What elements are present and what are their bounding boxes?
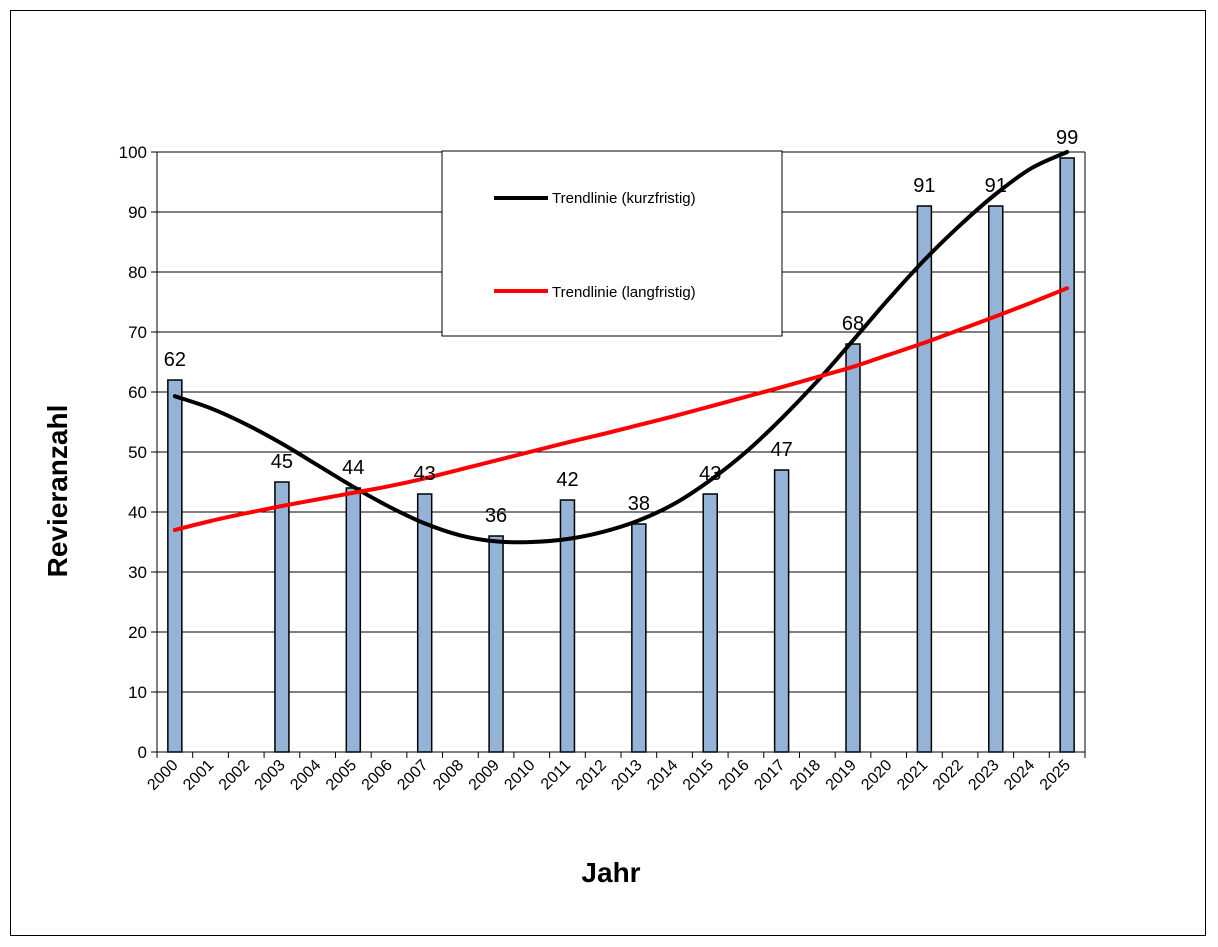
bar-2021 [916,205,933,753]
data-label-2019: 68 [842,313,864,335]
data-label-2011: 42 [556,469,578,491]
data-label-2021: 91 [913,175,935,197]
x-tick-label-2015: 2015 [680,757,717,794]
x-tick-label-2007: 2007 [394,757,431,794]
y-tick-label-10: 10 [128,683,147,702]
data-label-2015: 43 [699,463,721,485]
y-tick-label-80: 80 [128,263,147,282]
x-tick-label-2001: 2001 [180,757,217,794]
y-tick-label-40: 40 [128,503,147,522]
x-tick-label-2006: 2006 [359,757,396,794]
data-label-2007: 43 [414,463,436,485]
axes [151,151,1086,758]
bar-2009 [488,535,504,753]
legend-box [441,150,783,337]
bar-2007 [416,493,433,753]
chart-frame: 0 10 20 30 40 50 60 70 80 90 100 2000 2001 2002 2003 2… [10,10,1206,936]
x-axis-title: Jahr [581,857,640,888]
y-tick-label-100: 100 [119,143,147,162]
y-tick-label-30: 30 [128,563,147,582]
legend: Trendlinie (kurzfristig) Trendlinie (lan… [441,150,783,337]
bar-2025 [1059,157,1075,753]
x-tick-label-2005: 2005 [323,757,360,794]
legend-label-langfristig: Trendlinie (langfristig) [552,284,696,301]
y-tick-label-20: 20 [128,623,147,642]
data-label-2000: 62 [164,349,186,371]
bar-2015 [702,493,718,753]
data-label-2017: 47 [770,439,792,461]
data-label-2005: 44 [342,457,364,479]
x-tick-label-2009: 2009 [466,757,503,794]
data-label-2013: 38 [628,493,650,515]
x-tick-label-2013: 2013 [608,757,645,794]
x-tick-label-2018: 2018 [787,757,824,794]
data-label-2009: 36 [485,505,507,527]
y-tick-labels: 0 10 20 30 40 50 60 70 80 90 100 [119,143,147,762]
x-tick-labels: 2000200120022003200420052006200720082009… [144,757,1074,794]
x-tick-label-2002: 2002 [216,757,253,794]
bar-2019 [845,343,861,753]
data-label-2023: 91 [985,175,1007,197]
x-tick-label-2011: 2011 [538,757,574,793]
y-tick-label-70: 70 [128,323,147,342]
bar-2000 [167,379,183,753]
x-tick-label-2008: 2008 [430,757,467,794]
x-tick-label-2021: 2021 [894,757,931,794]
bar-2013 [631,523,647,753]
x-tick-label-2004: 2004 [287,757,324,794]
x-tick-label-2023: 2023 [965,757,1002,794]
bar-2017 [773,469,790,753]
data-label-2025: 99 [1056,127,1078,149]
y-tick-label-90: 90 [128,203,147,222]
y-tick-label-60: 60 [128,383,147,402]
data-label-2003: 45 [271,451,293,473]
y-axis-title: Revieranzahl [42,405,73,578]
x-tick-label-2003: 2003 [252,757,289,794]
x-tick-label-2016: 2016 [716,757,753,794]
x-tick-label-2022: 2022 [930,757,967,794]
bar-2023 [988,205,1004,753]
trendline-kurzfristig [172,150,1070,545]
x-tick-label-2024: 2024 [1001,757,1038,794]
legend-label-kurzfristig: Trendlinie (kurzfristig) [552,190,696,207]
x-tick-label-2025: 2025 [1037,757,1074,794]
bar-2003 [274,481,290,753]
trendlines [172,150,1070,545]
x-tick-label-2000: 2000 [144,757,181,794]
x-tick-label-2017: 2017 [751,757,788,794]
x-tick-label-2020: 2020 [858,757,895,794]
trendline-langfristig [172,286,1070,532]
x-tick-label-2019: 2019 [823,757,860,794]
x-tick-label-2014: 2014 [644,757,681,794]
x-tick-label-2012: 2012 [573,757,610,794]
x-tick-label-2010: 2010 [501,757,538,794]
y-tick-label-50: 50 [128,443,147,462]
bar-2005 [345,487,362,753]
data-labels: 62 45 44 43 36 42 38 43 47 68 91 91 99 [164,127,1079,527]
y-tick-label-0: 0 [138,743,147,762]
